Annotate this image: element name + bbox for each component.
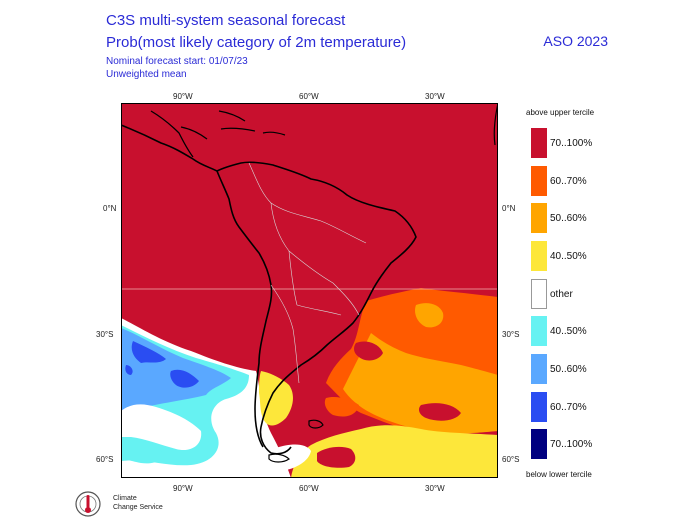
legend-swatch [531,166,547,196]
legend-swatch [531,241,547,271]
region-other-sw-2 [121,404,202,451]
region-above-50-60-se [343,333,498,434]
legend-label: 70..100% [550,439,593,450]
region-above-60-70-se-2 [324,396,359,417]
region-above-50-60-se-2 [415,303,444,328]
legend-item: 70..100% [531,128,621,158]
legend-label: 60..70% [550,402,587,413]
forecast-period: ASO 2023 [543,33,608,49]
legend-item: 50..60% [531,354,621,384]
copernicus-logo-icon [75,491,101,517]
probability-map [121,103,498,478]
region-other-se [271,444,311,471]
lon-top-label: 30°W [425,92,445,101]
region-below-40-50-sw-2 [121,441,163,464]
map-frame [121,103,498,478]
legend-swatch [531,128,547,158]
legend-item: 60..70% [531,166,621,196]
lon-top-label: 60°W [299,92,319,101]
legend-label: 70..100% [550,138,593,149]
mean-type-label: Unweighted mean [106,69,187,80]
legend-label: 60..70% [550,176,587,187]
legend-swatch [531,392,547,422]
lon-bottom-label: 90°W [173,484,193,493]
coastline-caribbean [218,110,286,136]
legend-label: other [550,289,573,300]
legend-item: 60..70% [531,392,621,422]
legend-swatch [531,316,547,346]
country-borders [248,162,367,384]
coastline-central-america [150,110,208,158]
logo-text-line-1: Climate [113,495,137,502]
legend-swatch [531,354,547,384]
lat-left-label: 0°N [103,204,117,213]
region-above-40-50-se-2 [259,371,293,426]
logo-text-line-2: Change Service [113,504,163,511]
lon-bottom-label: 30°W [425,484,445,493]
region-above-70-100-south [317,446,356,468]
lat-left-label: 60°S [96,455,114,464]
legend-item: 40..50% [531,316,621,346]
lat-right-label: 0°N [502,204,516,213]
forecast-start-label: Nominal forecast start: 01/07/23 [106,56,248,67]
legend-item: other [531,279,621,309]
legend-label: 40..50% [550,251,587,262]
legend-top-label: above upper tercile [526,108,595,117]
legend-bottom-label: below lower tercile [526,470,592,479]
tierra-del-fuego [268,453,290,463]
legend-label: 50..60% [550,364,587,375]
lat-right-label: 60°S [502,455,520,464]
legend-swatch [531,279,547,309]
lat-right-label: 30°S [502,330,520,339]
lat-left-label: 30°S [96,330,114,339]
region-above-70-100-se-patch [354,341,461,421]
lon-top-label: 90°W [173,92,193,101]
legend-label: 50..60% [550,213,587,224]
title-line-1: C3S multi-system seasonal forecast [106,12,346,29]
lon-bottom-label: 60°W [299,484,319,493]
legend-swatch [531,429,547,459]
region-below-60-70-sw [125,341,199,388]
legend-item: 50..60% [531,203,621,233]
title-line-2: Prob(most likely category of 2m temperat… [106,34,407,51]
legend-label: 40..50% [550,326,587,337]
legend-item: 40..50% [531,241,621,271]
legend-swatch [531,203,547,233]
falkland-islands [308,419,324,429]
legend-item: 70..100% [531,429,621,459]
